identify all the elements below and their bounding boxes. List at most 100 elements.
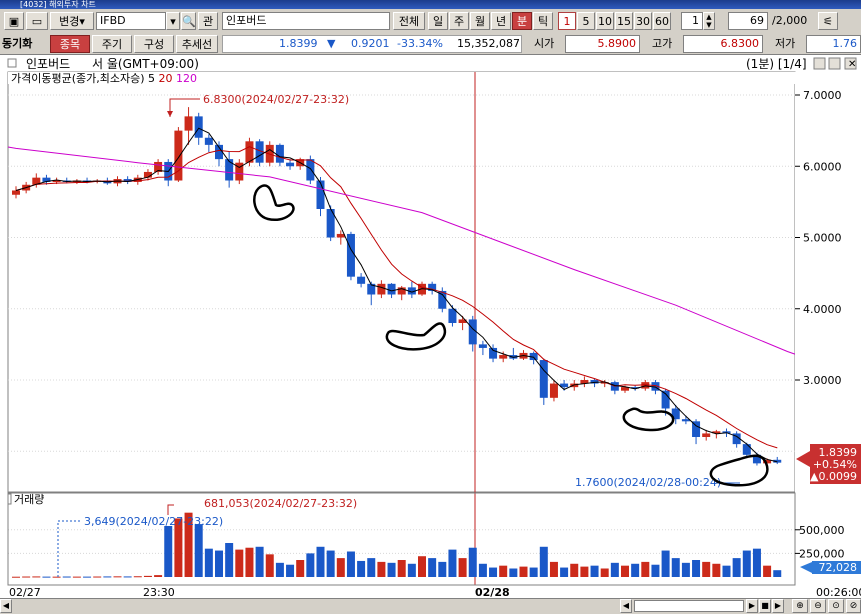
layout-icon[interactable]: ▣ [4, 12, 24, 30]
volume-bar [407, 563, 416, 577]
period-button[interactable]: 월 [470, 12, 490, 30]
period-button[interactable]: 년 [491, 12, 511, 30]
volume-bar [336, 558, 345, 577]
candle-body [12, 190, 20, 195]
item-button[interactable]: 종목 [50, 35, 90, 53]
interval-button[interactable]: 30 [634, 12, 652, 30]
candle-body [235, 162, 244, 181]
candle-body [560, 383, 569, 388]
candle-body [336, 233, 345, 238]
volume-bar [641, 561, 650, 577]
volume-bar [204, 548, 213, 577]
scroll-next-icon[interactable]: ▶ [746, 599, 758, 613]
gwan-button[interactable]: 관 [198, 12, 218, 30]
period-button[interactable]: 일 [428, 12, 448, 30]
zoom-reset-icon[interactable]: ⊘ [846, 599, 861, 613]
volume-bar [143, 575, 152, 577]
interval-value: 1 [692, 14, 699, 27]
layout-button[interactable]: 구성 [134, 35, 174, 53]
volume-bar [489, 567, 498, 577]
volume-bar [357, 560, 366, 577]
monitor-icon[interactable]: ▭ [26, 12, 48, 30]
volume-bar [621, 565, 629, 577]
chart-checkbox[interactable] [7, 58, 17, 68]
chart-minimize-icon[interactable] [828, 57, 841, 70]
interval-button[interactable]: 5 [577, 12, 595, 30]
candle-body [763, 459, 772, 464]
count-input[interactable]: 69 [728, 12, 768, 30]
candle-body [489, 347, 498, 359]
symbol-code-input[interactable]: IFBD [96, 12, 166, 30]
cycle-button[interactable]: 주기 [92, 35, 132, 53]
volume-checkbox[interactable] [7, 493, 12, 505]
volume-bar [631, 563, 640, 577]
interval-button[interactable]: 60 [653, 12, 671, 30]
volume-bar [529, 567, 538, 577]
symbol-dropdown-icon[interactable]: ▾ [166, 12, 180, 30]
period-button[interactable]: 분 [512, 12, 532, 30]
chart-options-icon[interactable]: ⚟ [818, 12, 838, 30]
volume-label: 거래량 [14, 493, 44, 506]
candle-body [692, 421, 701, 437]
change-arrow: ▼ [327, 37, 336, 50]
zoom-fit-icon[interactable]: ⊙ [828, 599, 844, 613]
volume-bar [235, 549, 244, 577]
candle-body [184, 116, 193, 131]
chart-area[interactable]: 인포버드 서 울(GMT+09:00) (1분) [1/4] ✕ 가격이동평균(… [0, 55, 861, 600]
volume-bar [509, 568, 518, 577]
interval-button[interactable]: 1 [558, 12, 576, 30]
zoom-out-icon[interactable]: ⊖ [810, 599, 826, 613]
volume-bar [225, 543, 234, 577]
volume-bar [752, 548, 761, 577]
volume-bar [215, 550, 223, 577]
mode-select[interactable]: 변경▾ [50, 12, 94, 30]
interval-button[interactable]: 10 [596, 12, 614, 30]
chart-svg[interactable]: 인포버드 서 울(GMT+09:00) (1분) [1/4] ✕ 가격이동평균(… [0, 55, 861, 600]
candle-body [346, 233, 355, 277]
candle-body [428, 283, 437, 291]
period-button[interactable]: 틱 [533, 12, 553, 30]
volume-bar [610, 562, 619, 577]
stop-icon[interactable]: ■ [759, 599, 771, 613]
period-button[interactable]: 주 [449, 12, 469, 30]
candle-body [174, 130, 183, 181]
candle-body [712, 431, 721, 434]
toolbar-bottom: 동기화 종목 주기 구성 추세선 1.8399 ▼ 0.9201 -33.34%… [0, 34, 861, 55]
volume-bar [245, 547, 254, 577]
scroll-prev-icon[interactable]: ◀ [620, 599, 632, 613]
open-value-text: 5.8900 [597, 37, 637, 50]
candle-body [306, 159, 315, 181]
search-icon[interactable]: 🔍 [181, 12, 196, 30]
interval-input[interactable]: 1 [681, 12, 703, 30]
volume-bar [286, 564, 295, 577]
price-tick-label: 5.0000 [803, 232, 842, 245]
volume-bar [346, 551, 355, 577]
chart-close-icon[interactable] [844, 57, 857, 70]
zoom-in-icon[interactable]: ⊕ [792, 599, 808, 613]
ma120-legend: 120 [176, 72, 197, 85]
interval-button[interactable]: 15 [615, 12, 633, 30]
x-label-date2: 02/28 [475, 586, 510, 599]
symbol-name-value: 인포버드 [226, 14, 267, 27]
last-price-pointer [796, 451, 810, 467]
candle-body [123, 179, 132, 182]
chart-config-icon[interactable] [813, 57, 826, 70]
volume-bar [52, 576, 61, 578]
scroll-left-icon[interactable]: ◀ [0, 599, 12, 613]
scroll-track[interactable] [634, 600, 744, 612]
trendline-button[interactable]: 추세선 [176, 35, 218, 53]
candle-body [32, 177, 41, 185]
volume-tick-label: 250,000 [799, 547, 845, 560]
count-value: 69 [750, 14, 764, 27]
last-price-pct: +0.54% [813, 458, 857, 471]
price-tick-label: 6.0000 [803, 160, 842, 173]
candle-body [742, 444, 751, 455]
volume-bar [560, 567, 569, 577]
full-button[interactable]: 전체 [393, 12, 425, 30]
play-icon[interactable]: ▶ [772, 599, 784, 613]
volume-bar [661, 550, 670, 577]
volume-bar [387, 562, 396, 577]
interval-stepper[interactable]: ▲ ▼ [703, 12, 715, 30]
volume-bar [580, 566, 589, 577]
candle-body [641, 382, 650, 389]
